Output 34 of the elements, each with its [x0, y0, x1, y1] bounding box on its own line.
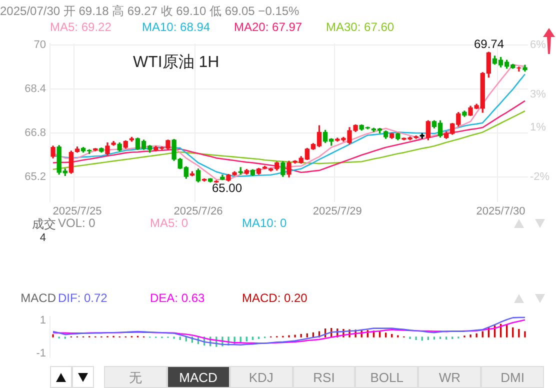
text: DIF: 0.72 — [58, 291, 108, 305]
x-tick-label: 2025/7/25 — [52, 205, 102, 218]
text: DMI — [481, 366, 544, 388]
chart-title: MACD — [20, 291, 57, 305]
text: WTI原油 1H — [133, 52, 220, 73]
text: 2025/07/30 开 69.18 高 69.27 收 69.10 低 69.05 −0.15% — [0, 3, 300, 20]
legend-label: MA5: 0 — [150, 216, 190, 232]
y-tick-label: -1 — [36, 347, 46, 360]
annotation: 69.74 — [474, 37, 504, 51]
text: MA20: 67.97 — [234, 20, 304, 34]
text: DEA: 0.63 — [150, 291, 206, 305]
text: RSI — [292, 366, 356, 388]
y-tick-label: 68.4 — [24, 83, 46, 96]
text: MACD — [166, 366, 230, 388]
text: KDJ — [230, 366, 293, 388]
annotation: 65.00 — [212, 181, 242, 195]
text: 4 — [38, 232, 46, 244]
text: WR — [418, 366, 482, 388]
text: VOL: 0 — [58, 216, 96, 232]
y-tick-label: 1 — [40, 314, 46, 327]
x-tick-label: 2025/7/30 — [476, 205, 526, 218]
text: 成交 — [31, 216, 57, 233]
y-tick-label: 66.8 — [24, 127, 46, 140]
text: MA5: 69.22 — [50, 20, 112, 34]
text: BOLL — [355, 366, 418, 388]
y-tick-label: 65.2 — [24, 171, 46, 184]
text: MACD: 0.20 — [242, 291, 308, 305]
text: MA10: 68.94 — [142, 20, 212, 34]
x-tick-label: 2025/7/29 — [312, 205, 362, 218]
legend-label: MA10: 0 — [242, 216, 288, 232]
text: MA30: 67.60 — [326, 20, 396, 34]
x-tick-label: 2025/7/26 — [174, 205, 223, 218]
text: 无 — [104, 366, 167, 388]
y-tick-label: 70 — [34, 39, 46, 52]
